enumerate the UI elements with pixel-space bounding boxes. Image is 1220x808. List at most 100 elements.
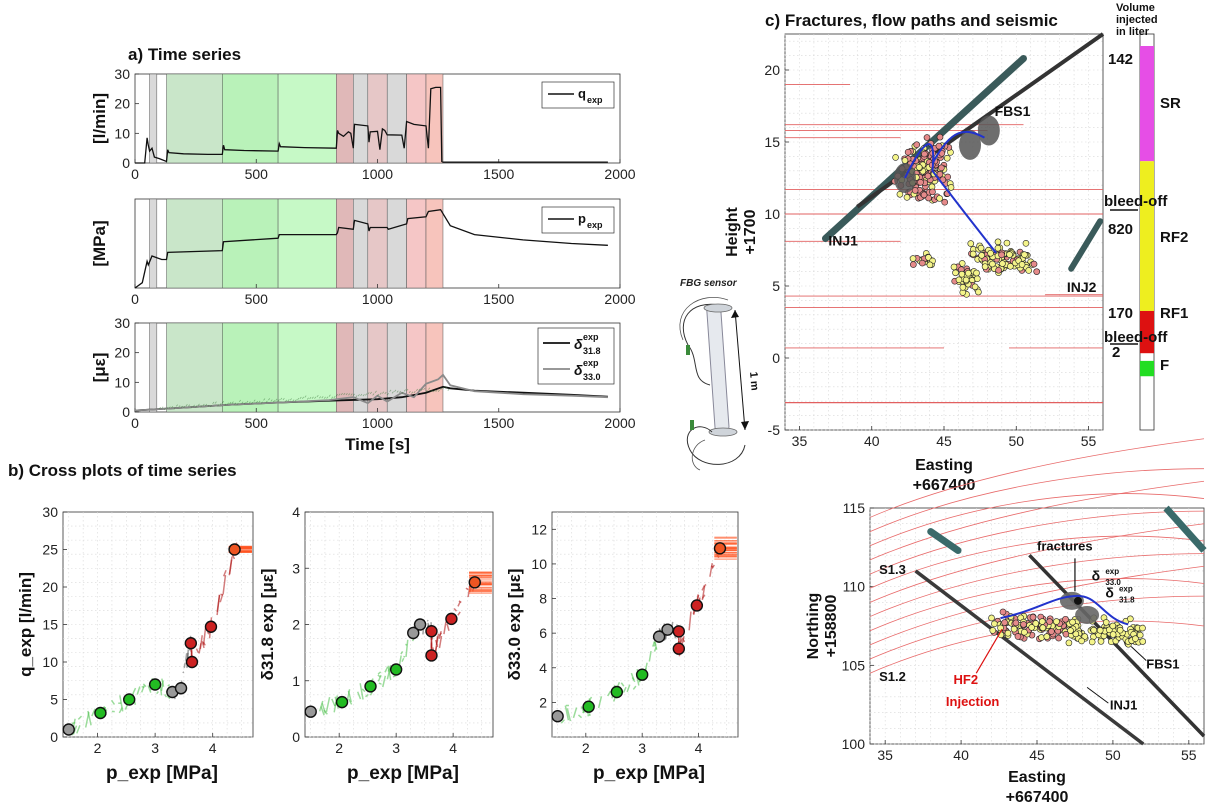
trail-segment	[183, 662, 186, 668]
crossplot-flow: 2 3 4 0 5 10 15 20 25 30 p_exp [MPa] q_exp [l/min]	[16, 504, 254, 784]
arrow-injection	[975, 628, 1003, 674]
seismic-event	[1109, 631, 1117, 638]
seismic-event	[959, 284, 967, 291]
data-point	[304, 705, 317, 718]
phase-shade	[406, 198, 427, 289]
noise-trace	[384, 391, 387, 395]
noise-trace	[282, 397, 285, 401]
seismic-event	[1048, 628, 1055, 635]
x-axis-label-line1: Easting	[915, 457, 973, 474]
noise-trace	[183, 405, 186, 409]
noise-trace	[442, 386, 445, 389]
phase-shade	[277, 198, 337, 289]
flow-path	[931, 130, 985, 165]
seismic-event	[975, 288, 982, 296]
seismic-event	[1003, 239, 1011, 247]
trail-segment	[654, 642, 658, 650]
y-tick-label: 4	[292, 504, 300, 520]
y-axis-label: [l/min]	[90, 93, 109, 144]
noise-trace	[209, 405, 212, 408]
y-tick-label: 0	[50, 729, 58, 745]
x-tick-label: 1000	[362, 166, 393, 182]
x-axis-label: p_exp [MPa]	[347, 763, 459, 784]
trail-segment	[648, 650, 652, 662]
plot-area	[62, 511, 254, 738]
seismic-event	[1012, 619, 1020, 627]
trail-segment	[91, 708, 96, 717]
trail-segment	[438, 635, 443, 649]
trail-segment	[184, 653, 188, 661]
seismic-event	[1014, 633, 1022, 640]
phase-shade	[222, 322, 279, 413]
noise-trace	[163, 407, 166, 411]
trail-segment	[709, 563, 713, 577]
seismic-event	[1139, 638, 1147, 645]
trail-segment	[202, 628, 207, 645]
noise-trace	[415, 388, 419, 392]
seismic-event	[999, 608, 1007, 616]
seismic-event	[1078, 637, 1085, 645]
seismic-event	[935, 142, 943, 150]
y-tick-label: 2	[539, 694, 547, 710]
noise-trace	[171, 406, 174, 409]
noise-trace	[365, 393, 368, 396]
noise-trace	[229, 401, 232, 405]
noise-trace	[394, 389, 397, 392]
y-tick-label: 15	[764, 134, 780, 150]
seismic-event	[1139, 624, 1146, 632]
x-tick-label: 35	[877, 747, 893, 763]
trail-segment	[703, 583, 707, 587]
y-axis-label: q_exp [l/min]	[16, 572, 35, 677]
seismic-event	[1007, 263, 1014, 270]
trail-segment	[377, 674, 382, 682]
x-axis-label-line2: +667400	[913, 477, 976, 494]
y-tick-label: 30	[114, 66, 130, 82]
y-tick-label: 1	[292, 673, 300, 689]
seismic-event	[1127, 615, 1134, 623]
phase-shade	[425, 322, 444, 413]
trail-segment	[426, 619, 429, 622]
arrow-inj1	[1086, 686, 1109, 704]
y-tick-label: 0	[122, 404, 130, 420]
noise-trace	[253, 399, 256, 402]
noise-trace	[316, 395, 319, 398]
label-inj1: INJ1	[828, 233, 858, 249]
noise-trace	[374, 390, 377, 393]
trail-segment	[140, 685, 145, 693]
timeseries-pressure-plot: 0 500 1000 1500 2000 [MPa] p exp	[90, 198, 636, 307]
x-tick-label: 0	[131, 166, 139, 182]
seismic-event	[1033, 268, 1041, 275]
trail-segment	[453, 607, 458, 612]
legend-label-sub: exp	[587, 220, 603, 230]
seismic-event	[995, 266, 1002, 274]
seismic-event	[969, 250, 977, 258]
seismic-event	[1025, 267, 1033, 274]
legend-box	[537, 327, 615, 385]
trail-segment	[136, 686, 141, 695]
x-axis-label-line1: Easting	[1008, 769, 1066, 786]
y-tick-label: 0	[772, 350, 780, 366]
trail-segment	[331, 698, 336, 707]
noise-trace	[287, 399, 290, 402]
noise-trace	[331, 396, 334, 399]
plan-view-plot: 35 40 45 50 55 100 105 110 115 S1.3 S1.2 fractures δ…	[805, 438, 1207, 806]
noise-trace	[403, 389, 406, 392]
arrow-fbs1	[1130, 646, 1147, 661]
seismic-event	[947, 184, 955, 191]
seismic-event	[994, 244, 1002, 252]
x-tick-label: 500	[245, 166, 269, 182]
fracture-trace	[869, 535, 1205, 589]
panel-a-title: a) Time series	[128, 45, 241, 64]
noise-trace	[217, 404, 220, 407]
section-view-plot: c) Fractures, flow paths and seismic 35 40…	[724, 11, 1105, 494]
series-line-0	[135, 86, 608, 164]
noise-trace	[226, 402, 229, 405]
bar-label-bleed2: bleed-off	[1104, 329, 1168, 346]
x-tick-label: 55	[1181, 747, 1197, 763]
x-tick-label: 500	[245, 291, 269, 307]
seismic-event	[987, 249, 994, 257]
seismic-event	[1030, 260, 1038, 268]
noise-trace	[258, 400, 261, 403]
trail-segment	[701, 585, 706, 601]
